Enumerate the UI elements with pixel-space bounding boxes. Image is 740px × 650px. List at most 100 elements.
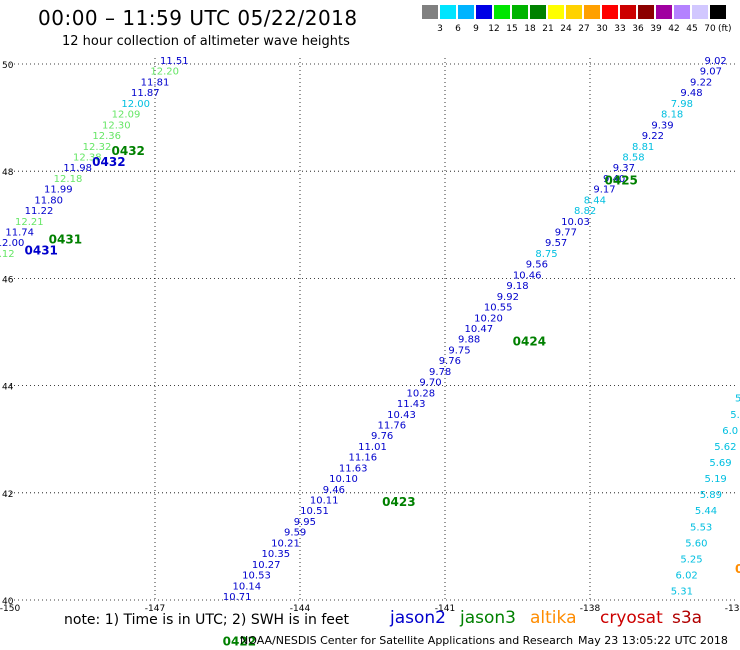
latitude-label: 42 (2, 490, 13, 500)
track-0425-0424-0423-0422: 9.029.079.229.487.988.189.399.228.818.58… (223, 56, 727, 603)
wave-height-value: 9.76 (371, 431, 393, 442)
wave-height-value: 10.10 (329, 474, 358, 485)
satellite-altika: altika (530, 608, 577, 628)
pass-id-label: 0432 (92, 155, 125, 169)
wave-height-value: 10.46 (513, 270, 542, 281)
legend-label: 36 (632, 24, 644, 34)
wave-height-value: 11.01 (358, 442, 387, 453)
legend-swatch (494, 5, 510, 19)
wave-height-value: 5.60 (685, 538, 707, 549)
wave-height-value: 5.25 (680, 554, 702, 565)
legend-swatch (584, 5, 600, 19)
wave-height-value: 11.80 (34, 195, 63, 206)
wave-height-value: 11.98 (63, 163, 92, 174)
wave-height-value: 12.09 (112, 110, 141, 121)
wave-height-value: 9.77 (555, 228, 577, 239)
latitude-label: 48 (2, 168, 14, 178)
wave-height-value: 11.51 (160, 56, 189, 67)
longitude-label: -144 (290, 604, 311, 614)
wave-height-value: 9.56 (526, 260, 548, 271)
wave-height-value: 12.30 (102, 120, 131, 131)
satellite-s3a: s3a (672, 608, 703, 628)
wave-height-value: 11.43 (397, 399, 426, 410)
wave-height-value: 10.35 (262, 549, 291, 560)
longitude-label: -138 (580, 604, 601, 614)
legend-swatch (674, 5, 690, 19)
wave-height-value: 10.55 (484, 303, 513, 314)
latitude-label: 44 (2, 383, 14, 393)
wave-height-value: 11.63 (339, 463, 368, 474)
track-east-edge: 5. 5. 6.0 5.62 5.69 5.19 5.89 5.44 5.53 5.60 5.25 6… (671, 394, 740, 598)
legend-label: 12 (488, 24, 500, 34)
wave-height-value: 8.75 (535, 249, 557, 260)
altimeter-tracks: 9.029.079.229.487.988.189.399.228.818.58… (0, 56, 740, 603)
wave-height-value: 5. (735, 394, 740, 405)
legend-label: 21 (542, 24, 554, 34)
legend-label: 45 (686, 24, 698, 34)
longitude-label: -147 (145, 604, 165, 614)
wave-height-value: 5.62 (714, 442, 736, 453)
legend-swatch (530, 5, 546, 19)
latitude-label: 50 (2, 61, 14, 71)
wave-height-value: 5.53 (690, 522, 712, 533)
wave-height-value: 12.36 (92, 131, 121, 142)
pass-id-label: 0431 (49, 233, 82, 247)
wave-height-value: 9.88 (458, 335, 480, 346)
longitude-label: -141 (435, 604, 455, 614)
wave-height-value: 6.0 (722, 426, 738, 437)
wave-height-value: 9.57 (545, 238, 567, 249)
latitude-label: 40 (2, 597, 14, 607)
wave-height-value: 12.00 (121, 99, 150, 110)
wave-height-value: 11.99 (44, 185, 73, 196)
wave-height-value: 9.18 (506, 281, 528, 292)
satellite-jason3: jason3 (460, 608, 516, 628)
latitude-label: 46 (2, 275, 14, 285)
wave-height-value: 10.43 (387, 410, 416, 421)
wave-height-value: 8.82 (574, 206, 596, 217)
wave-height-value: 9.17 (593, 185, 615, 196)
wave-height-value: 9.40 (603, 174, 625, 185)
longitude-label: -150 (0, 604, 20, 614)
pass-id-label: 0421 (218, 648, 251, 650)
wave-height-value: 9.37 (613, 163, 635, 174)
longitude-label: -135 (725, 604, 740, 614)
wave-height-value: 10.27 (252, 560, 281, 571)
wave-height-value: 10.28 (407, 388, 436, 399)
wave-height-value: 10.51 (300, 506, 329, 517)
legend-swatch (602, 5, 618, 19)
legend-label: 9 (473, 24, 479, 34)
wave-height-value: 9.59 (284, 528, 306, 539)
legend-swatch (620, 5, 636, 19)
wave-height-value: 9.22 (690, 77, 712, 88)
wave-height-value: 5.44 (695, 506, 717, 517)
wave-height-value: 12.18 (54, 174, 83, 185)
legend-unit: (ft) (718, 24, 732, 34)
wave-height-value: 8.81 (632, 142, 654, 153)
wave-height-value: 9.76 (439, 356, 461, 367)
wave-height-value: 11.74 (5, 228, 34, 239)
wave-height-value: 8.44 (584, 195, 606, 206)
wave-height-value: 11.16 (349, 453, 378, 464)
wave-height-value: 12.00 (0, 238, 24, 249)
legend-swatch (566, 5, 582, 19)
pass-id-label: 0425 (605, 174, 638, 188)
wave-height-value: 10.21 (271, 538, 300, 549)
legend-label: 15 (506, 24, 518, 34)
wave-height-value: 10.47 (465, 324, 494, 335)
wave-height-value: 12.20 (150, 67, 179, 78)
wave-height-value: 12.32 (83, 142, 112, 153)
legend-label: 70 (704, 24, 716, 34)
wave-height-value: 5.19 (705, 474, 727, 485)
wave-height-value: 8.18 (661, 110, 683, 121)
legend-swatch (476, 5, 492, 19)
legend-swatch (512, 5, 528, 19)
wave-height-value: 12.38 (73, 152, 102, 163)
pass-id-label: 0423 (382, 495, 415, 509)
pass-id-label: 0432 (112, 144, 145, 158)
wave-height-value: 9.92 (497, 292, 519, 303)
legend-swatch (638, 5, 654, 19)
legend-label: 24 (560, 24, 572, 34)
pass-id-label: 0422 (223, 635, 256, 649)
